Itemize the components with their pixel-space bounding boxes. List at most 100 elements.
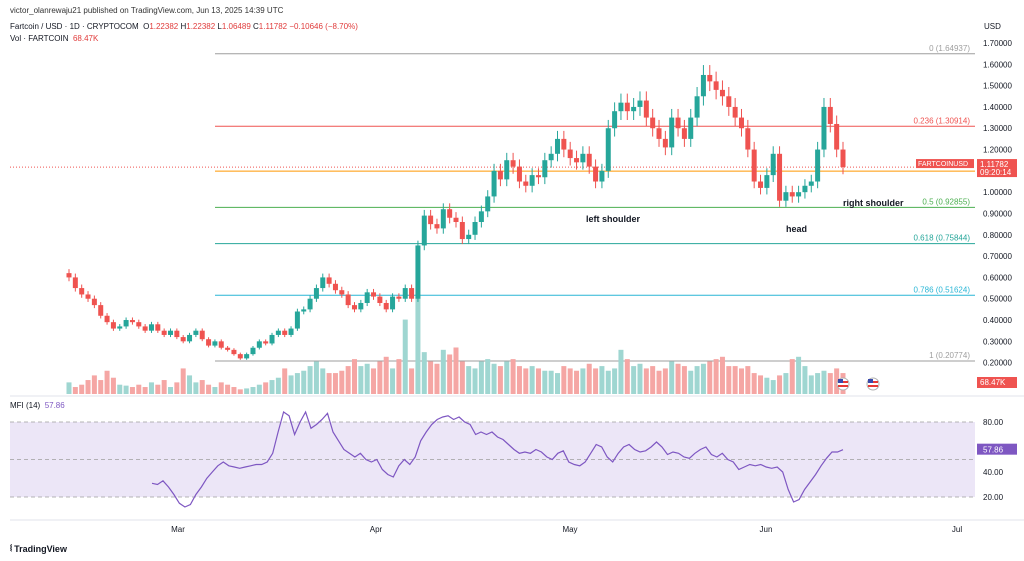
symbol-label[interactable]: Fartcoin / USD · 1D · CRYPTOCOM <box>10 22 139 31</box>
candle-body <box>656 128 662 139</box>
volume-bar <box>796 356 802 394</box>
pattern-annotation: left shoulder <box>586 214 641 224</box>
volume-bar <box>402 319 408 394</box>
volume-bar <box>643 368 649 394</box>
low-value: 1.06489 <box>221 22 251 31</box>
candle-body <box>808 181 814 186</box>
candle-body <box>79 288 85 295</box>
pattern-annotation: right shoulder <box>843 198 904 208</box>
volume-bar <box>777 375 783 394</box>
currency-label[interactable]: USD <box>984 22 1001 31</box>
mfi-tick-label: 80.00 <box>983 418 1004 427</box>
candle-body <box>732 106 738 118</box>
candle-body <box>789 192 795 197</box>
volume-bar <box>364 363 370 394</box>
volume-bar <box>821 370 827 394</box>
candle-body <box>726 96 732 107</box>
candle-body <box>428 215 434 225</box>
volume-bar <box>193 382 199 394</box>
volume-bar <box>681 366 687 394</box>
candle-body <box>567 149 573 159</box>
change-value: −0.10646 (−8.70%) <box>289 22 358 31</box>
candle-body <box>434 224 440 229</box>
volume-bar <box>269 380 275 394</box>
x-tick-label: Mar <box>171 525 185 534</box>
volume-legend[interactable]: Vol · FARTCOIN 68.47K <box>10 34 99 43</box>
candle-body <box>180 337 186 342</box>
volume-bar <box>244 388 250 394</box>
symbol-tag-label: FARTCOINUSD <box>918 161 968 168</box>
candle-body <box>586 153 592 167</box>
candle-body <box>700 74 706 97</box>
volume-bar <box>66 382 72 394</box>
candle-body <box>244 354 250 359</box>
volume-bar <box>206 384 212 394</box>
ohlc-legend: Fartcoin / USD · 1D · CRYPTOCOM O1.22382… <box>10 22 358 31</box>
candle-body <box>123 320 129 327</box>
volume-bar <box>136 384 142 394</box>
candle-body <box>650 117 656 129</box>
volume-bar <box>751 373 757 394</box>
volume-bar <box>168 387 174 394</box>
countdown-timer: 09:20:14 <box>980 168 1012 177</box>
volume-bar <box>161 380 167 394</box>
volume-bar <box>225 384 231 394</box>
y-tick-label: 0.60000 <box>983 273 1012 282</box>
candle-body <box>440 209 446 229</box>
volume-bar <box>218 382 224 394</box>
candle-body <box>358 302 364 310</box>
candle-body <box>548 153 554 161</box>
volume-bar <box>504 361 510 394</box>
candle-body <box>605 128 611 171</box>
fib-label: 0.618 (0.75844) <box>914 234 971 243</box>
candle-body <box>206 339 212 346</box>
candle-body <box>770 153 776 176</box>
y-tick-label: 1.00000 <box>983 188 1012 197</box>
volume-bar <box>79 384 85 394</box>
candle-body <box>504 160 510 180</box>
candle-body <box>516 166 522 182</box>
symbol-tag <box>916 159 974 169</box>
us-flag-icon <box>868 385 878 387</box>
candle-body <box>117 326 123 329</box>
volume-bar <box>758 375 764 394</box>
candle-body <box>821 106 827 150</box>
y-tick-label: 1.60000 <box>983 60 1012 69</box>
volume-bar <box>719 356 725 394</box>
volume-bar <box>827 373 833 394</box>
candle-body <box>777 153 783 201</box>
price-tag <box>977 159 1017 178</box>
volume-bar <box>694 366 700 394</box>
y-tick-label: 0.50000 <box>983 295 1012 304</box>
volume-bar <box>421 352 427 394</box>
mfi-legend[interactable]: MFI (14) 57.86 <box>10 401 65 410</box>
mfi-line <box>151 410 844 508</box>
volume-bar <box>745 366 751 394</box>
candle-body <box>561 138 567 150</box>
volume-bar <box>580 368 586 394</box>
volume-bar <box>656 370 662 394</box>
volume-bar <box>815 373 821 394</box>
candle-body <box>421 215 427 246</box>
candle-body <box>250 347 256 355</box>
candle-body <box>751 149 757 182</box>
candle-body <box>834 123 840 150</box>
x-tick-label: Apr <box>370 525 383 534</box>
volume-bar <box>453 347 459 394</box>
candle-body <box>738 117 744 129</box>
candle-body <box>618 102 624 112</box>
fib-label: 0.5 (0.92855) <box>922 197 970 206</box>
volume-bar <box>669 361 675 394</box>
candle-body <box>104 315 110 323</box>
pattern-annotation: head <box>786 224 807 234</box>
candle-body <box>339 290 345 295</box>
volume-bar <box>98 380 104 394</box>
candle-body <box>713 81 719 90</box>
candle-body <box>66 273 72 278</box>
candle-body <box>110 322 116 329</box>
volume-bar <box>561 366 567 394</box>
candle-body <box>796 192 802 197</box>
volume-bar <box>326 373 332 394</box>
volume-bar <box>409 368 415 394</box>
